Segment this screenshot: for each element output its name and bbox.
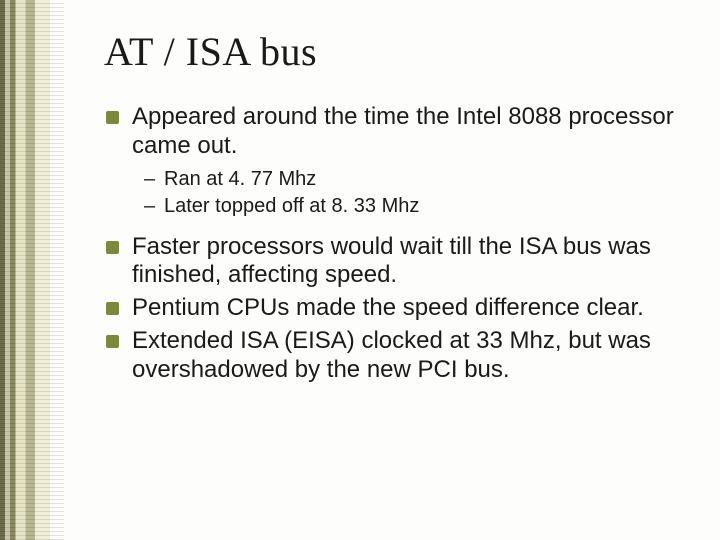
bullet-item: Faster processors would wait till the IS… (104, 233, 694, 291)
slide-title: AT / ISA bus (104, 28, 694, 75)
bullet-item: Appeared around the time the Intel 8088 … (104, 103, 694, 161)
sub-bullet-item: Ran at 4. 77 Mhz (104, 167, 694, 192)
sub-bullet-item: Later topped off at 8. 33 Mhz (104, 194, 694, 219)
bullet-list: Appeared around the time the Intel 8088 … (104, 103, 694, 385)
decorative-side-strip (0, 0, 64, 540)
slide-content: AT / ISA bus Appeared around the time th… (104, 28, 694, 389)
sub-bullet-group: Ran at 4. 77 Mhz Later topped off at 8. … (104, 167, 694, 219)
bullet-item: Pentium CPUs made the speed difference c… (104, 294, 694, 323)
bullet-item: Extended ISA (EISA) clocked at 33 Mhz, b… (104, 327, 694, 385)
